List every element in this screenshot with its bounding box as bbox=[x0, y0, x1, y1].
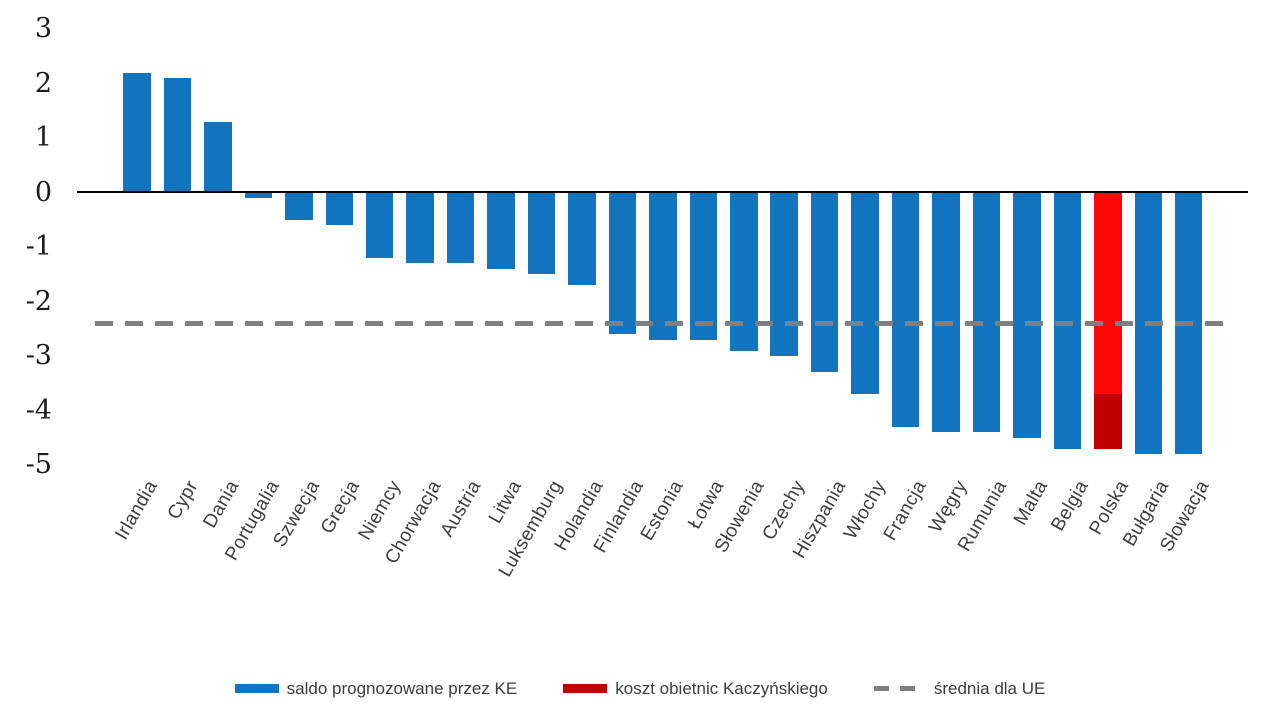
bar-6-saldo bbox=[325, 192, 353, 226]
bar-25-saldo bbox=[1094, 192, 1122, 395]
bar-18-saldo bbox=[810, 192, 839, 373]
x-axis-label: Malta bbox=[1009, 477, 1053, 530]
y-axis-tick: -5 bbox=[25, 449, 52, 480]
y-axis-tick: -2 bbox=[25, 285, 52, 317]
blue-bar-swatch-icon bbox=[234, 684, 279, 693]
bar-2-saldo bbox=[163, 78, 192, 193]
bar-20-saldo bbox=[891, 192, 920, 427]
gray-dashed-line-swatch-icon bbox=[873, 686, 926, 691]
legend-item-koszt: koszt obietnic Kaczyńskiego bbox=[563, 679, 828, 698]
bar-24-saldo bbox=[1053, 192, 1082, 449]
eu-average-dashed-line bbox=[95, 320, 1223, 326]
bar-19-saldo bbox=[851, 192, 879, 395]
bar-23-saldo bbox=[1013, 192, 1041, 438]
x-axis-label: Cypr bbox=[163, 477, 203, 524]
x-axis-label: Dania bbox=[199, 477, 244, 532]
zero-axis-line bbox=[77, 191, 1248, 193]
bar-22-saldo bbox=[972, 192, 1001, 433]
legend-label-saldo: saldo prognozowane przez KE bbox=[286, 679, 518, 698]
darkred-bar-swatch-icon bbox=[563, 684, 608, 693]
legend-item-saldo: saldo prognozowane przez KE bbox=[234, 679, 518, 698]
legend-item-srednia: średnia dla UE bbox=[873, 679, 1046, 698]
legend: saldo prognozowane przez KE koszt obietn… bbox=[0, 679, 1280, 698]
bar-3-saldo bbox=[204, 121, 232, 193]
y-axis-tick: 2 bbox=[34, 67, 52, 99]
y-axis-tick: 0 bbox=[34, 176, 52, 208]
bar-9-saldo bbox=[446, 192, 475, 264]
bar-11-saldo bbox=[527, 192, 556, 275]
legend-label-srednia: średnia dla UE bbox=[933, 679, 1046, 698]
legend-label-koszt: koszt obietnic Kaczyńskiego bbox=[615, 679, 828, 698]
bar-5-saldo bbox=[285, 192, 313, 220]
bar-13-saldo bbox=[608, 192, 637, 335]
x-axis-label: Litwa bbox=[485, 477, 527, 528]
y-axis-tick: -1 bbox=[25, 231, 52, 262]
bar-14-saldo bbox=[649, 192, 677, 340]
bar-15-saldo bbox=[689, 192, 718, 340]
y-axis-tick: 1 bbox=[34, 122, 52, 153]
bar-10-saldo bbox=[487, 192, 515, 269]
bar-17-saldo bbox=[770, 192, 798, 356]
y-axis-tick: -4 bbox=[25, 394, 52, 426]
y-axis-tick: -3 bbox=[25, 340, 52, 371]
y-axis-tick: 3 bbox=[34, 13, 52, 44]
bar-12-saldo bbox=[568, 192, 596, 286]
x-axis-label: Irlandia bbox=[111, 477, 163, 544]
bar-16-saldo bbox=[730, 192, 758, 351]
bar-8-saldo bbox=[406, 192, 434, 264]
bar-1-saldo bbox=[123, 72, 151, 193]
bar-25-koszt-segment bbox=[1094, 394, 1122, 449]
bar-21-saldo bbox=[932, 192, 960, 433]
bar-4-saldo bbox=[244, 192, 273, 198]
bar-7-saldo bbox=[365, 192, 394, 258]
